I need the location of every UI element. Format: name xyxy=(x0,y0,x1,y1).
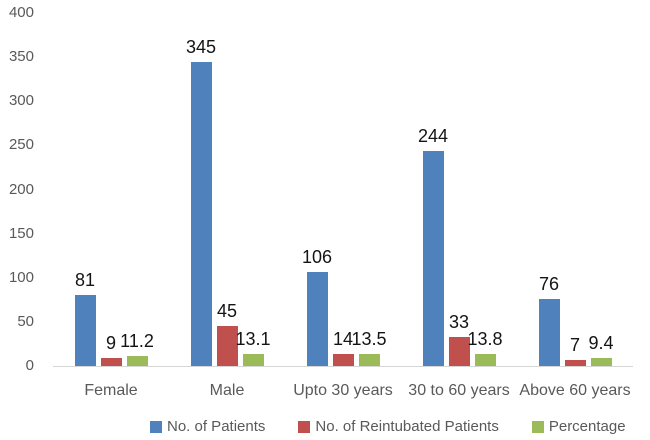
legend-item: No. of Reintubated Patients xyxy=(298,418,499,436)
bar xyxy=(216,326,238,366)
plot-area: 81 9 11.2 Female 345 45 13.1 Male 106 14 13.5 Upto … xyxy=(53,13,633,399)
value-label: 244 xyxy=(417,125,449,146)
bar xyxy=(474,353,496,366)
y-tick-label: 300 xyxy=(8,92,34,110)
value-label: 76 xyxy=(538,273,560,294)
category-group: 345 45 13.1 Male xyxy=(169,13,285,399)
bar xyxy=(190,61,212,366)
category-label: Above 60 years xyxy=(519,382,631,399)
category-group: 81 9 11.2 Female xyxy=(53,13,169,399)
y-tick-label: 250 xyxy=(8,136,34,154)
value-label: 13.5 xyxy=(351,329,387,350)
y-tick-label: 400 xyxy=(8,4,34,21)
legend-item: Percentage xyxy=(531,418,626,436)
value-label: 13.1 xyxy=(235,329,271,350)
y-tick-label: 350 xyxy=(8,48,34,66)
category-label: Upto 30 years xyxy=(293,382,393,399)
value-label: 33 xyxy=(448,311,470,332)
y-axis: 0 50 100 150 200 250 300 350 400 xyxy=(0,4,34,374)
legend-item: No. of Patients xyxy=(150,418,265,436)
value-label: 345 xyxy=(185,36,217,57)
bar xyxy=(538,298,560,366)
category-group: 106 14 13.5 Upto 30 years xyxy=(285,13,401,399)
category-group: 76 7 9.4 Above 60 years xyxy=(517,13,633,399)
bar xyxy=(590,357,612,366)
category-label: Male xyxy=(209,382,245,399)
bar xyxy=(422,150,444,366)
value-label: 14 xyxy=(332,328,354,349)
legend-swatch-icon xyxy=(531,421,544,433)
y-tick-label: 200 xyxy=(8,180,34,198)
legend-label: No. of Patients xyxy=(167,418,266,435)
category-group: 244 33 13.8 30 to 60 years xyxy=(401,13,517,399)
legend-label: No. of Reintubated Patients xyxy=(315,418,499,435)
value-label: 11.2 xyxy=(120,331,154,352)
y-tick-label: 0 xyxy=(25,357,34,374)
y-tick-label: 50 xyxy=(17,312,34,330)
legend-swatch-icon xyxy=(150,421,162,433)
category-label: 30 to 60 years xyxy=(408,382,510,399)
value-label: 81 xyxy=(74,269,96,290)
bar xyxy=(100,358,122,366)
value-label: 9.4 xyxy=(588,332,614,353)
legend-swatch-icon xyxy=(298,421,311,433)
legend: No. of Patients No. of Reintubated Patien… xyxy=(0,418,650,436)
bar xyxy=(332,353,354,366)
bar xyxy=(306,272,328,366)
bar xyxy=(242,354,264,366)
value-label: 9 xyxy=(105,333,117,354)
legend-label: Percentage xyxy=(548,418,626,435)
y-tick-label: 150 xyxy=(8,224,34,242)
value-label: 106 xyxy=(301,247,333,268)
bar xyxy=(74,294,96,366)
bar xyxy=(564,359,586,366)
value-label: 13.8 xyxy=(467,328,503,349)
category-label: Female xyxy=(84,382,138,399)
y-tick-label: 100 xyxy=(8,268,34,286)
bar xyxy=(358,354,380,366)
bar xyxy=(126,356,148,366)
bar xyxy=(448,336,470,366)
value-label: 7 xyxy=(569,334,581,355)
value-label: 45 xyxy=(216,301,238,322)
